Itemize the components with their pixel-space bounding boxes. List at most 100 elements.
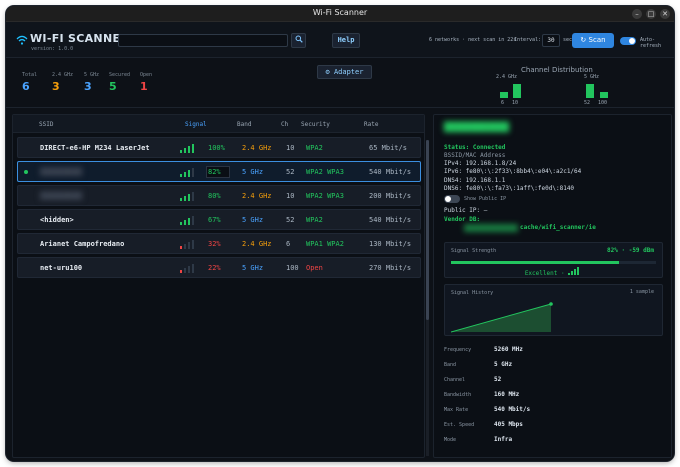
stats-bar: Total 6 2.4 GHz 3 5 GHz 3 Secured 5 Open…: [6, 58, 674, 108]
stat-secured: Secured 5: [109, 72, 131, 93]
spec-label: Band: [444, 362, 457, 368]
show-public-ip-label: Show Public IP: [464, 196, 507, 202]
app-version: version: 1.0.0: [31, 46, 74, 52]
maximize-icon[interactable]: □: [646, 9, 656, 19]
scrollbar-thumb[interactable]: [426, 140, 429, 320]
title-bar: Wi-Fi Scanner – □ ✕: [6, 6, 674, 22]
row-signal: 22%: [208, 264, 221, 272]
network-icon: ⚙: [325, 68, 330, 76]
vendor-path-redacted: [464, 224, 518, 232]
header-rate[interactable]: Rate: [364, 121, 379, 128]
row-channel: 100: [286, 264, 299, 272]
row-channel: 10: [286, 192, 295, 200]
dns4: DNS4: 192.168.1.1: [444, 177, 506, 184]
spec-value: 160 MHz: [494, 391, 520, 398]
ipv4: IPv4: 192.168.1.8/24: [444, 160, 517, 167]
header-ssid[interactable]: SSID: [39, 121, 54, 128]
row-rate: 270 Mbit/s: [369, 264, 412, 272]
signal-strength-bar: [451, 261, 656, 264]
channel-bar: [513, 84, 521, 98]
signal-highlight: [206, 166, 230, 178]
row-rate: 200 Mbit/s: [369, 192, 412, 200]
row-channel: 52: [286, 168, 295, 176]
interval-unit: sec: [563, 37, 573, 43]
search-button[interactable]: [291, 33, 306, 48]
row-security: WPA2: [306, 216, 323, 224]
row-band: 2.4 GHz: [242, 192, 272, 200]
spec-value: 405 Mbps: [494, 421, 523, 428]
row-signal: 32%: [208, 240, 221, 248]
interval-label: Interval:: [514, 37, 542, 43]
row-security: WPA2 WPA3: [306, 168, 344, 176]
auto-refresh-toggle[interactable]: [620, 37, 636, 45]
spec-value: 540 Mbit/s: [494, 406, 531, 413]
table-row[interactable]: ██████████ 80% 2.4 GHz 10 WPA2 WPA3 200 Mbit/…: [17, 185, 421, 206]
spec-label: Est. Speed: [444, 422, 475, 428]
adapter-button[interactable]: ⚙ Adapter: [317, 65, 372, 79]
signal-bars-icon: [180, 264, 196, 273]
table-row[interactable]: <hidden> 67% 5 GHz 52 WPA2 540 Mbit/s: [17, 209, 421, 230]
table-row[interactable]: ██████████ 82% 5 GHz 52 WPA2 WPA3 540 Mbit/s: [17, 161, 421, 182]
auto-refresh-label: Auto-refresh: [640, 37, 662, 49]
scan-button[interactable]: ↻ Scan: [572, 33, 614, 48]
table-row[interactable]: net-uru100 22% 5 GHz 100 Open 270 Mbit/s: [17, 257, 421, 278]
network-list: SSID Signal Band Ch Security Rate DIRECT…: [12, 114, 425, 458]
spec-label: Frequency: [444, 347, 472, 353]
table-row[interactable]: DIRECT-e6-HP M234 LaserJet 100% 2.4 GHz 10 W…: [17, 137, 421, 158]
row-security: WPA2 WPA3: [306, 192, 344, 200]
scan-label: Scan: [588, 36, 606, 44]
show-public-ip-toggle[interactable]: [444, 195, 460, 203]
row-channel: 6: [286, 240, 291, 248]
app-window: Wi-Fi Scanner – □ ✕ WI-FI SCANNER versio…: [6, 6, 674, 461]
header-security[interactable]: Security: [301, 121, 330, 128]
row-rate: 540 Mbit/s: [369, 216, 412, 224]
row-ssid: ██████████: [40, 168, 83, 176]
row-security: Open: [306, 264, 323, 272]
row-band: 5 GHz: [242, 168, 264, 176]
row-ssid: ██████████: [40, 192, 83, 200]
signal-bars-icon: [180, 168, 196, 177]
signal-strength-card: Signal Strength 82% · -59 dBm Excellent …: [444, 242, 663, 278]
stat-2-4ghz: 2.4 GHz 3: [52, 72, 74, 93]
signal-bars-icon: [568, 267, 580, 275]
row-ssid: <hidden>: [40, 216, 74, 224]
signal-history-count: 1 sample: [629, 289, 654, 295]
spec-label: Mode: [444, 437, 457, 443]
channel-label: 100: [598, 100, 608, 106]
spec-label: Bandwidth: [444, 392, 472, 398]
channel-label: 10: [512, 100, 519, 106]
header-band[interactable]: Band: [237, 121, 252, 128]
channel-bar: [500, 92, 508, 98]
help-button[interactable]: Help: [332, 33, 360, 48]
signal-history-chart: [451, 302, 553, 333]
scan-status: 6 networks · next scan in 22s: [429, 37, 517, 43]
row-signal: 67%: [208, 216, 221, 224]
stat-5ghz: 5 GHz 3: [84, 72, 100, 93]
signal-history-card: Signal History 1 sample: [444, 284, 663, 336]
minimize-icon[interactable]: –: [632, 9, 642, 19]
signal-bars-icon: [180, 192, 196, 201]
list-scrollbar[interactable]: [426, 140, 429, 456]
signal-strength-label: Signal Strength: [451, 248, 497, 254]
signal-history-label: Signal History: [451, 290, 494, 296]
header-signal[interactable]: Signal: [185, 121, 207, 128]
spec-value: 5260 MHz: [494, 346, 523, 353]
channel-distribution-title: Channel Distribution: [521, 66, 593, 74]
spec-label: Max Rate: [444, 407, 469, 413]
channel-label: 52: [584, 100, 591, 106]
table-row[interactable]: Arianet Campofredano 32% 2.4 GHz 6 WPA1 WPA2…: [17, 233, 421, 254]
header-ch[interactable]: Ch: [281, 121, 289, 128]
window-title: Wi-Fi Scanner: [312, 8, 368, 17]
close-icon[interactable]: ✕: [660, 9, 670, 19]
row-signal: 100%: [208, 144, 225, 152]
adapter-label: Adapter: [333, 68, 364, 76]
refresh-icon: ↻: [580, 36, 587, 44]
interval-input[interactable]: 30: [542, 34, 560, 47]
spec-value: 52: [494, 376, 502, 383]
search-icon: [295, 35, 303, 43]
row-ssid: net-uru100: [40, 264, 83, 272]
stat-open: Open 1: [140, 72, 153, 93]
status-bar: [6, 458, 674, 461]
search-input[interactable]: [118, 34, 288, 47]
signal-strength-value: 82% · -59 dBm: [607, 247, 654, 254]
